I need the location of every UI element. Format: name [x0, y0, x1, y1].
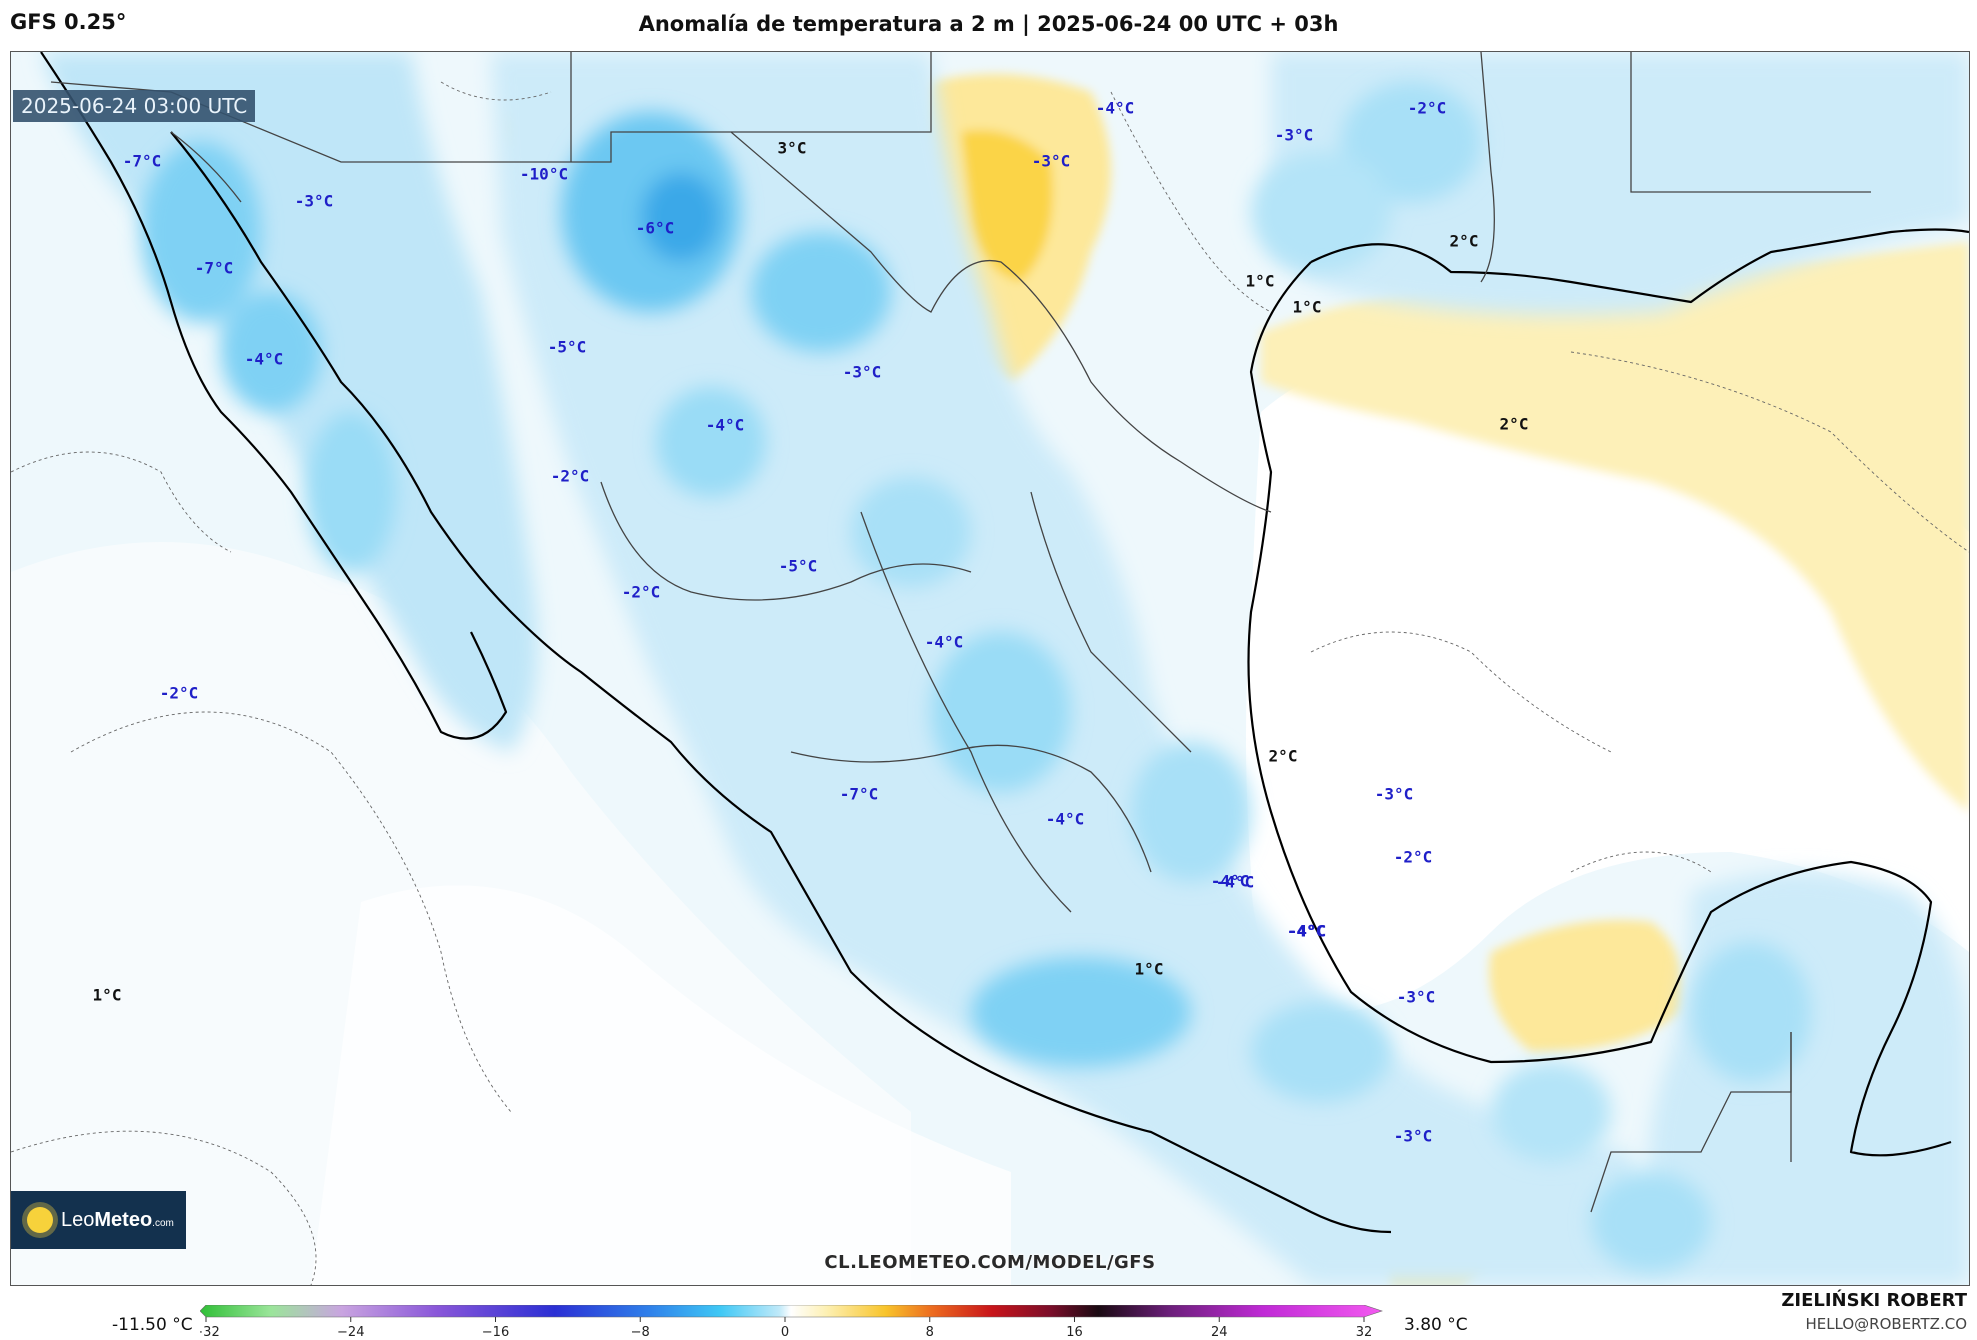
- colorbar: -11.50 °C: [0, 1290, 1977, 1340]
- political-borders: [50, 52, 1871, 1213]
- anomaly-label: -10°C: [519, 164, 569, 184]
- colorbar-tick-label: −32: [200, 1325, 220, 1339]
- anomaly-label: -2°C: [550, 466, 590, 486]
- anomaly-label: -4°C: [1045, 809, 1085, 829]
- anomaly-label: -7°C: [194, 258, 234, 278]
- colorbar-tick-label: 16: [1066, 1325, 1083, 1339]
- anomaly-label: -5°C: [547, 337, 587, 357]
- anomaly-label: -3°C: [1393, 1126, 1433, 1146]
- colorbar-max-label: 3.80 °C: [1404, 1315, 1468, 1335]
- gulf-california-east: [170, 131, 1392, 1234]
- inner-mexico-1: [600, 481, 972, 601]
- anomaly-label: -3°C: [1396, 987, 1436, 1007]
- author-email[interactable]: HELLO@ROBERTZ.CO: [1805, 1315, 1967, 1333]
- logo-name-light: Leo: [61, 1208, 95, 1231]
- inner-mexico-2: [790, 744, 1152, 873]
- anomaly-label: -4°C: [1287, 921, 1327, 941]
- colorbar-min-label: -11.50 °C: [112, 1315, 193, 1335]
- anomaly-label: -4°C: [1095, 98, 1135, 118]
- anomaly-label: -2°C: [621, 582, 661, 602]
- anomaly-label: -4°C: [1215, 872, 1255, 892]
- anomaly-label: -3°C: [294, 191, 334, 211]
- source-watermark: CL.LEOMETEO.COM/MODEL/GFS: [824, 1252, 1156, 1273]
- us-gulf-coast: [1310, 228, 1969, 304]
- anomaly-label: -2°C: [1393, 847, 1433, 867]
- state-border-e: [1630, 52, 1871, 193]
- anomaly-label: -3°C: [1031, 151, 1071, 171]
- anomaly-label: 2°C: [1449, 231, 1479, 251]
- valid-time-badge: 2025-06-24 03:00 UTC: [13, 90, 256, 122]
- anomaly-label: 1°C: [1292, 297, 1322, 317]
- logo-text: LeoMeteo.com: [61, 1209, 174, 1232]
- anomaly-label: 2°C: [1268, 746, 1298, 766]
- inner-mexico-4: [1030, 491, 1192, 753]
- map-title: Anomalía de temperatura a 2 m | 2025-06-…: [638, 12, 1339, 36]
- map-canvas: [11, 52, 1969, 1285]
- anomaly-label: 1°C: [1134, 959, 1164, 979]
- colorbar-ticks: −32 −24 −16 −8 0 8 16 24 32: [200, 1317, 1372, 1339]
- colorbar-tick-label: −24: [337, 1325, 364, 1339]
- colorbar-tick-label: 8: [926, 1325, 934, 1339]
- colorbar-tick-label: 32: [1356, 1325, 1373, 1339]
- anomaly-label: -4°C: [1286, 921, 1326, 941]
- anomaly-label: -4°C: [1210, 871, 1250, 891]
- colorbar-tick-label: 0: [781, 1325, 789, 1339]
- us-mexico-border: [50, 81, 1272, 513]
- anomaly-label: -4°C: [705, 415, 745, 435]
- anomaly-label: -3°C: [842, 362, 882, 382]
- state-border-d: [1480, 52, 1495, 283]
- anomaly-label: -3°C: [1274, 125, 1314, 145]
- anomaly-label: -4°C: [244, 349, 284, 369]
- pacific-south-white: [311, 885, 1011, 1285]
- anomaly-label: -7°C: [122, 151, 162, 171]
- anomaly-label: -2°C: [1407, 98, 1447, 118]
- colorbar-tick-label: 24: [1211, 1325, 1228, 1339]
- anomaly-label: -3°C: [1374, 784, 1414, 804]
- gulf-coast-mexico: [1247, 261, 1952, 1157]
- anomaly-label: -7°C: [839, 784, 879, 804]
- baja-coast-west: [40, 52, 508, 740]
- colorbar-bar: [200, 1305, 1383, 1318]
- colorbar-ramp: −32 −24 −16 −8 0 8 16 24 32: [200, 1305, 1383, 1339]
- colorbar-tick-label: −8: [631, 1325, 650, 1339]
- logo-suffix: .com: [152, 1217, 174, 1229]
- colorbar-tick-label: −16: [482, 1325, 509, 1339]
- model-name: GFS 0.25°: [10, 10, 127, 34]
- anomaly-label: -6°C: [635, 218, 675, 238]
- coastlines: [40, 52, 1969, 1234]
- sun-icon: [27, 1207, 53, 1233]
- inner-mexico-3: [860, 511, 1072, 913]
- contour-lines: [11, 81, 1969, 1285]
- author-name: ZIELIŃSKI ROBERT: [1781, 1290, 1967, 1311]
- temperature-anomaly-map[interactable]: 2025-06-24 03:00 UTC -7°C -3°C -7°C -4°C -10…: [10, 51, 1970, 1286]
- anomaly-label: -4°C: [924, 632, 964, 652]
- logo-name-bold: Meteo: [94, 1208, 153, 1231]
- anomaly-label: 1°C: [1245, 271, 1275, 291]
- anomaly-label: 2°C: [1499, 414, 1529, 434]
- anomaly-label: -5°C: [778, 556, 818, 576]
- state-border-a: [170, 131, 242, 203]
- anomaly-label: 1°C: [92, 985, 122, 1005]
- anomaly-label: -2°C: [159, 683, 199, 703]
- leometeo-logo: LeoMeteo.com: [11, 1191, 186, 1249]
- strong-cold-cores: [141, 82, 1811, 1272]
- anomaly-label: 3°C: [777, 138, 807, 158]
- state-border-c: [731, 52, 932, 133]
